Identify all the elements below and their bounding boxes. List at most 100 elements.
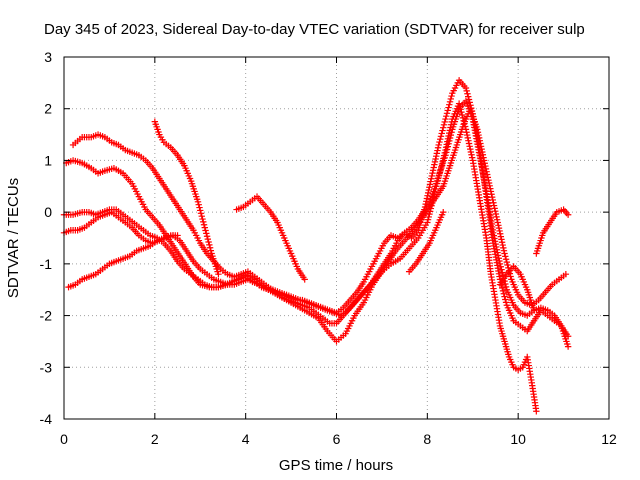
y-tick-label: -3: [40, 359, 53, 375]
data-point: [465, 137, 472, 144]
data-point: [476, 137, 483, 144]
data-point: [496, 227, 503, 235]
data-point: [504, 261, 511, 269]
data-point: [468, 151, 475, 158]
data-point: [203, 233, 211, 240]
series-track-9: [533, 206, 572, 257]
data-point: [533, 408, 540, 415]
data-point: [500, 247, 508, 254]
data-point: [428, 175, 435, 182]
data-point: [443, 110, 451, 117]
data-point: [459, 114, 467, 122]
series-track-10: [496, 263, 538, 314]
y-tick-label: -2: [40, 308, 53, 324]
data-point: [437, 135, 444, 143]
data-point: [424, 189, 432, 197]
data-point: [445, 140, 452, 147]
data-point: [426, 184, 433, 191]
data-point: [489, 196, 496, 204]
data-point: [492, 208, 499, 215]
data-point: [503, 258, 511, 266]
data-point: [424, 216, 432, 223]
y-tick-label: 3: [44, 49, 52, 65]
data-point: [463, 87, 470, 95]
data-point: [197, 207, 204, 214]
data-point: [498, 236, 505, 243]
data-point: [447, 131, 454, 139]
data-point: [465, 140, 473, 147]
data-point: [498, 239, 506, 246]
data-point: [495, 224, 503, 232]
data-point: [427, 178, 434, 185]
data-point: [465, 93, 472, 100]
data-point: [435, 141, 442, 149]
data-point: [464, 90, 471, 97]
data-point: [480, 154, 487, 161]
data-point: [486, 182, 493, 190]
data-point: [474, 129, 482, 136]
data-point: [425, 186, 432, 194]
data-point: [205, 238, 212, 246]
data-point: [488, 193, 496, 201]
x-tick-label: 8: [423, 431, 431, 447]
data-point: [442, 152, 449, 159]
data-point: [495, 255, 502, 262]
x-tick-label: 0: [60, 431, 68, 447]
data-point: [479, 148, 486, 156]
data-point: [499, 284, 506, 292]
data-point: [429, 169, 436, 177]
data-point: [196, 204, 203, 211]
data-point: [491, 238, 499, 245]
data-point: [202, 227, 209, 234]
data-point: [174, 232, 181, 239]
y-tick-label: -4: [40, 411, 53, 427]
data-point: [204, 235, 212, 243]
data-point: [301, 276, 308, 283]
data-point: [501, 250, 508, 257]
data-point: [564, 211, 572, 218]
data-point: [428, 172, 436, 180]
data-point: [424, 219, 431, 226]
data-point: [436, 138, 443, 146]
y-tick-label: 2: [44, 101, 52, 117]
data-point: [200, 221, 208, 228]
data-point: [489, 229, 497, 237]
data-point: [433, 152, 440, 160]
data-point: [492, 210, 500, 218]
data-point: [426, 181, 434, 188]
data-point: [200, 218, 207, 226]
data-point: [498, 266, 505, 273]
data-point: [490, 199, 497, 206]
data-point: [480, 157, 488, 164]
data-point: [215, 271, 222, 278]
y-axis-title: SDTVAR / TECUs: [5, 178, 22, 298]
data-point: [195, 201, 202, 208]
data-point: [475, 134, 483, 142]
data-point: [194, 198, 202, 205]
data-point: [463, 129, 470, 136]
data-point: [458, 111, 466, 119]
data-point: [431, 158, 439, 166]
data-point: [429, 167, 437, 174]
data-point: [562, 271, 570, 278]
data-point: [502, 299, 510, 306]
data-point: [441, 118, 448, 126]
data-point: [434, 144, 442, 151]
data-point: [475, 131, 482, 139]
data-point: [206, 241, 213, 249]
data-point: [502, 296, 509, 303]
data-point: [497, 263, 504, 270]
data-point: [437, 133, 445, 140]
data-point: [440, 208, 447, 216]
data-point: [443, 149, 450, 156]
data-point: [501, 293, 508, 300]
x-tick-label: 4: [242, 431, 250, 447]
data-point: [443, 112, 450, 120]
data-point: [425, 213, 432, 221]
data-point: [462, 84, 470, 92]
data-point: [466, 99, 473, 106]
series-track-7: [233, 193, 308, 283]
data-point: [447, 95, 454, 103]
data-point: [446, 98, 454, 106]
